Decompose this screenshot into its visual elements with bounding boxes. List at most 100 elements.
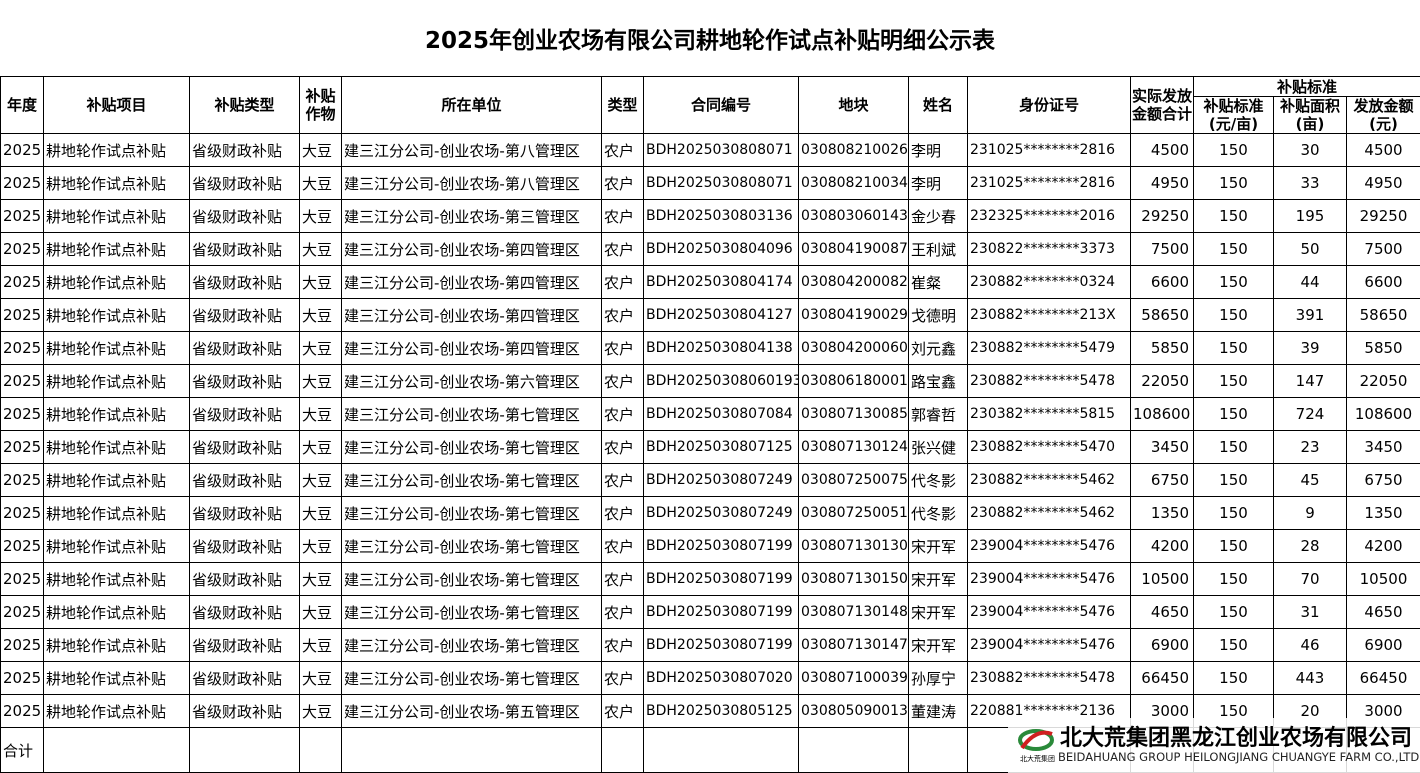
cell: 耕地轮作试点补贴 [43, 628, 190, 662]
cell: 大豆 [299, 298, 342, 332]
cell: 农户 [601, 463, 644, 497]
table-row: 2025 耕地轮作试点补贴 省级财政补贴 大豆 建三江分公司-创业农场-第七管理区 农户 B… [0, 661, 1420, 695]
empty-cell [643, 727, 799, 773]
cell: 省级财政补贴 [189, 166, 300, 200]
company-english: BEIDAHUANG GROUP HEILONGJIANG CHUANGYE F… [1058, 750, 1420, 764]
cell: 30 [1273, 133, 1347, 167]
cell: 大豆 [299, 661, 342, 695]
cell: 戈德明 [908, 298, 968, 332]
cell: 建三江分公司-创业农场-第七管理区 [341, 397, 602, 431]
cell: 建三江分公司-创业农场-第七管理区 [341, 430, 602, 464]
cell: 150 [1193, 496, 1274, 530]
cell: 150 [1193, 661, 1274, 695]
cell: 5850 [1345, 331, 1420, 365]
cell: 耕地轮作试点补贴 [43, 562, 190, 596]
column-header: 地块 [798, 76, 909, 134]
cell: 7500 [1345, 232, 1420, 266]
cell: 省级财政补贴 [189, 562, 300, 596]
cell: 农户 [601, 331, 644, 365]
cell: 030805090013 [798, 694, 909, 728]
cell: 耕地轮作试点补贴 [43, 496, 190, 530]
cell: 4650 [1130, 595, 1194, 629]
cell: 大豆 [299, 232, 342, 266]
cell: 45 [1273, 463, 1347, 497]
cell: 董建涛 [908, 694, 968, 728]
cell: 郭睿哲 [908, 397, 968, 431]
cell: 农户 [601, 562, 644, 596]
header-row: 年度 补贴项目 补贴类型 补贴作物 所在单位 类型 合同编号 地块 姓名 身份证号 实际发放金额合计… [0, 76, 1420, 134]
cell: 4500 [1130, 133, 1194, 167]
cell: 29250 [1345, 199, 1420, 233]
empty-cell [601, 727, 644, 773]
cell: 030807250075 [798, 463, 909, 497]
cell: 230882********0324 [967, 265, 1131, 299]
cell: 耕地轮作试点补贴 [43, 166, 190, 200]
cell: 23 [1273, 430, 1347, 464]
cell: 建三江分公司-创业农场-第四管理区 [341, 265, 602, 299]
logo-text: 北大荒集团 [1020, 755, 1055, 763]
cell: 2025 [0, 562, 44, 596]
cell: 230882********5462 [967, 463, 1131, 497]
cell: 王利斌 [908, 232, 968, 266]
cell: 建三江分公司-创业农场-第七管理区 [341, 529, 602, 563]
cell: BDH2025030807125 [643, 430, 799, 464]
logo [1018, 729, 1054, 751]
cell: 大豆 [299, 166, 342, 200]
cell: 耕地轮作试点补贴 [43, 430, 190, 464]
cell: 建三江分公司-创业农场-第六管理区 [341, 364, 602, 398]
cell: 李明 [908, 133, 968, 167]
cell: 省级财政补贴 [189, 331, 300, 365]
cell: 29250 [1130, 199, 1194, 233]
cell: 省级财政补贴 [189, 430, 300, 464]
cell: 刘元鑫 [908, 331, 968, 365]
cell: 443 [1273, 661, 1347, 695]
cell: 232325********2016 [967, 199, 1131, 233]
cell: 030806180001 [798, 364, 909, 398]
cell: 建三江分公司-创业农场-第七管理区 [341, 463, 602, 497]
cell: 4650 [1345, 595, 1420, 629]
cell: BDH2025030807249 [643, 463, 799, 497]
cell: 108600 [1345, 397, 1420, 431]
cell: 150 [1193, 364, 1274, 398]
cell: 2025 [0, 331, 44, 365]
cell: 239004********5476 [967, 595, 1131, 629]
cell: 2025 [0, 166, 44, 200]
cell: 大豆 [299, 595, 342, 629]
column-header: 补贴项目 [43, 76, 190, 134]
table-row: 2025 耕地轮作试点补贴 省级财政补贴 大豆 建三江分公司-创业农场-第七管理区 农户 B… [0, 595, 1420, 629]
cell: 230882********5470 [967, 430, 1131, 464]
cell: 6750 [1130, 463, 1194, 497]
table-row: 2025 耕地轮作试点补贴 省级财政补贴 大豆 建三江分公司-创业农场-第八管理区 农户 B… [0, 133, 1420, 167]
cell: 030807130085 [798, 397, 909, 431]
empty-cell [43, 727, 190, 773]
cell: 耕地轮作试点补贴 [43, 529, 190, 563]
cell: 农户 [601, 529, 644, 563]
cell: 建三江分公司-创业农场-第七管理区 [341, 562, 602, 596]
cell: 6600 [1345, 265, 1420, 299]
cell: 耕地轮作试点补贴 [43, 265, 190, 299]
cell: 农户 [601, 595, 644, 629]
cell: 省级财政补贴 [189, 199, 300, 233]
cell: 大豆 [299, 463, 342, 497]
column-header: 类型 [601, 76, 644, 134]
cell: 22050 [1130, 364, 1194, 398]
cell: 231025********2816 [967, 166, 1131, 200]
cell: 金少春 [908, 199, 968, 233]
cell: 030808210034 [798, 166, 909, 200]
cell: 宋开军 [908, 529, 968, 563]
cell: 391 [1273, 298, 1347, 332]
column-header: 姓名 [908, 76, 968, 134]
cell: 030807100039 [798, 661, 909, 695]
table-row: 2025 耕地轮作试点补贴 省级财政补贴 大豆 建三江分公司-创业农场-第三管理区 农户 B… [0, 199, 1420, 233]
table-row: 2025 耕地轮作试点补贴 省级财政补贴 大豆 建三江分公司-创业农场-第四管理区 农户 B… [0, 331, 1420, 365]
cell: 4500 [1345, 133, 1420, 167]
cell: 建三江分公司-创业农场-第三管理区 [341, 199, 602, 233]
cell: 39 [1273, 331, 1347, 365]
cell: 农户 [601, 628, 644, 662]
cell: BDH2025030804174 [643, 265, 799, 299]
cell: BDH2025030804096 [643, 232, 799, 266]
cell: 2025 [0, 595, 44, 629]
cell: 建三江分公司-创业农场-第五管理区 [341, 694, 602, 728]
cell: 省级财政补贴 [189, 496, 300, 530]
cell: 农户 [601, 397, 644, 431]
